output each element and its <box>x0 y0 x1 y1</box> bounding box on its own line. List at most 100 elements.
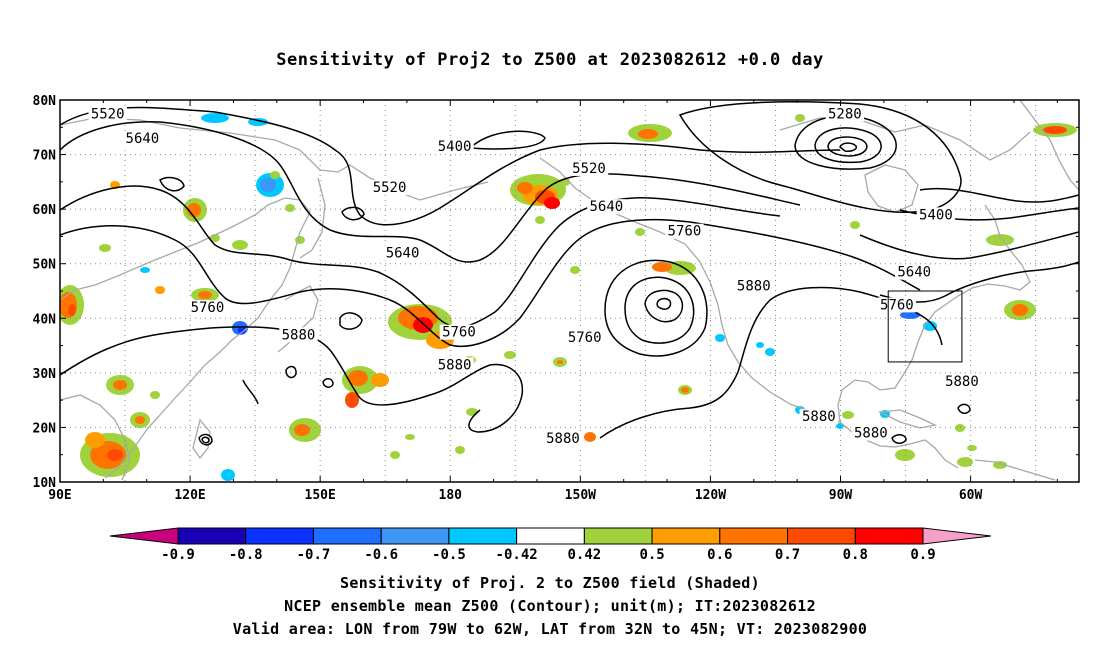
contour-5640-east <box>859 231 1079 260</box>
colorbar-segment <box>380 527 450 545</box>
contour-5760-main <box>60 218 921 347</box>
colorbar-label: -0.6 <box>364 547 398 563</box>
contour-5880-main <box>60 326 524 433</box>
sensitivity-patch <box>715 334 725 342</box>
contour-low-ring3 <box>827 136 868 157</box>
contour-cutoff-low-core <box>656 297 672 310</box>
caribbean-coastline <box>974 459 1056 481</box>
contour-5640-west <box>60 121 801 263</box>
sensitivity-patch <box>201 113 229 123</box>
contour-label: 5400 <box>438 139 472 155</box>
contour-label-bg <box>942 373 982 389</box>
sensitivity-patch <box>371 373 389 387</box>
contour-label-bg <box>799 409 839 425</box>
sensitivity-patch <box>635 228 645 236</box>
sensitivity-patch <box>652 262 672 272</box>
sensitivity-patch <box>517 182 533 194</box>
colorbar-segment <box>516 527 585 545</box>
colorbar-segment <box>448 527 518 545</box>
lon-label: 120E <box>174 488 205 503</box>
sensitivity-patch <box>957 457 973 467</box>
contour-small-ring-d <box>242 379 259 405</box>
contour-label-bg <box>439 324 479 340</box>
contour-small-ring-e <box>198 433 213 446</box>
contour-label-bg <box>435 357 474 373</box>
z500-contours <box>60 100 1079 446</box>
sensitivity-patch <box>238 326 246 334</box>
colorbar-label: -0.5 <box>432 547 466 563</box>
sensitivity-patch <box>150 391 160 399</box>
sensitivity-patch <box>895 449 915 461</box>
contour-small-ring-b <box>285 365 297 379</box>
lat-label: 10N <box>33 476 57 491</box>
sensitivity-patch <box>466 408 478 416</box>
sensitivity-patch <box>113 380 127 390</box>
contour-small-ring-f <box>201 436 210 444</box>
colorbar-label: -0.9 <box>161 547 195 563</box>
sensitivity-patch <box>107 449 123 461</box>
contour-low-ring2 <box>814 127 882 164</box>
contour-label: 5280 <box>828 106 862 122</box>
lon-label: 90W <box>829 488 853 503</box>
contour-cutoff-low-inner <box>644 289 684 323</box>
contour-label-bg <box>825 106 865 122</box>
sensitivity-patch <box>765 348 775 356</box>
contour-small-ring-i <box>341 206 365 221</box>
map-title: Sensitivity of Proj2 to Z500 at 20230826… <box>276 50 824 70</box>
lon-label: 150W <box>565 488 596 503</box>
contour-low-ring1 <box>794 115 897 170</box>
footer-line-3: Valid area: LON from 79W to 62W, LAT fro… <box>232 620 868 638</box>
sensitivity-patch <box>681 387 689 393</box>
colorbar-label: -0.7 <box>297 547 331 563</box>
sensitivity-patch <box>535 216 545 224</box>
colorbar-low-arrow <box>109 527 179 545</box>
lat-label: 20N <box>33 421 57 436</box>
contour-small-ring-c <box>322 378 334 388</box>
sensitivity-patch <box>221 469 235 481</box>
sensitivity-patch <box>1043 126 1067 134</box>
contour-label: 5880 <box>802 409 836 425</box>
sensitivity-shading <box>60 113 1077 481</box>
colorbar-segment <box>651 527 721 545</box>
contour-label: 5760 <box>442 325 476 341</box>
graticule <box>60 100 1079 482</box>
contour-label: 5880 <box>438 357 472 373</box>
colorbar-segment <box>787 527 856 545</box>
contour-label: 5520 <box>373 180 407 196</box>
sensitivity-patch <box>544 197 560 209</box>
contour-label-bg <box>565 330 604 346</box>
sensitivity-patch <box>390 451 400 459</box>
contour-label-bg <box>188 300 227 316</box>
contour-low-ring4 <box>839 142 858 152</box>
na-east-coastline <box>944 204 1031 306</box>
lon-label: 60W <box>959 488 983 503</box>
colorbar-label: -0.42 <box>496 547 538 563</box>
contour-label: 5640 <box>386 246 420 262</box>
kamchatka-coastline <box>299 177 326 259</box>
longitude-labels: 90E 120E 150E 180 150W 120W 90W 60W <box>48 488 982 503</box>
contour-label-bg <box>851 425 891 441</box>
axis-ticks <box>59 99 1079 483</box>
sensitivity-patch <box>270 171 280 179</box>
hudson-bay-coastline <box>864 164 919 213</box>
indochina-coastline <box>60 394 131 481</box>
contour-label: 5760 <box>668 224 702 240</box>
sensitivity-patch <box>198 291 212 299</box>
asia-coastline <box>60 197 311 479</box>
philippines-coastline <box>192 418 211 460</box>
contour-cutoff-low-mid <box>624 276 695 344</box>
alaska-coastline <box>539 157 719 306</box>
lat-label: 50N <box>33 258 57 273</box>
contour-label: 5760 <box>191 300 225 316</box>
contour-label-bg <box>569 160 609 176</box>
greenland-coastline <box>1019 100 1079 191</box>
contour-label: 5760 <box>568 330 602 346</box>
footer-line-2: NCEP ensemble mean Z500 (Contour); unit(… <box>284 597 816 615</box>
lat-label: 70N <box>33 149 57 164</box>
contour-labels: 5520564054005520552056405760528054005640… <box>88 106 982 447</box>
sensitivity-patch <box>345 392 359 408</box>
contour-label-bg <box>734 278 773 294</box>
contour-low-outer <box>678 100 962 214</box>
sensitivity-patch <box>405 434 415 440</box>
contour-small-ring-a <box>339 312 363 330</box>
